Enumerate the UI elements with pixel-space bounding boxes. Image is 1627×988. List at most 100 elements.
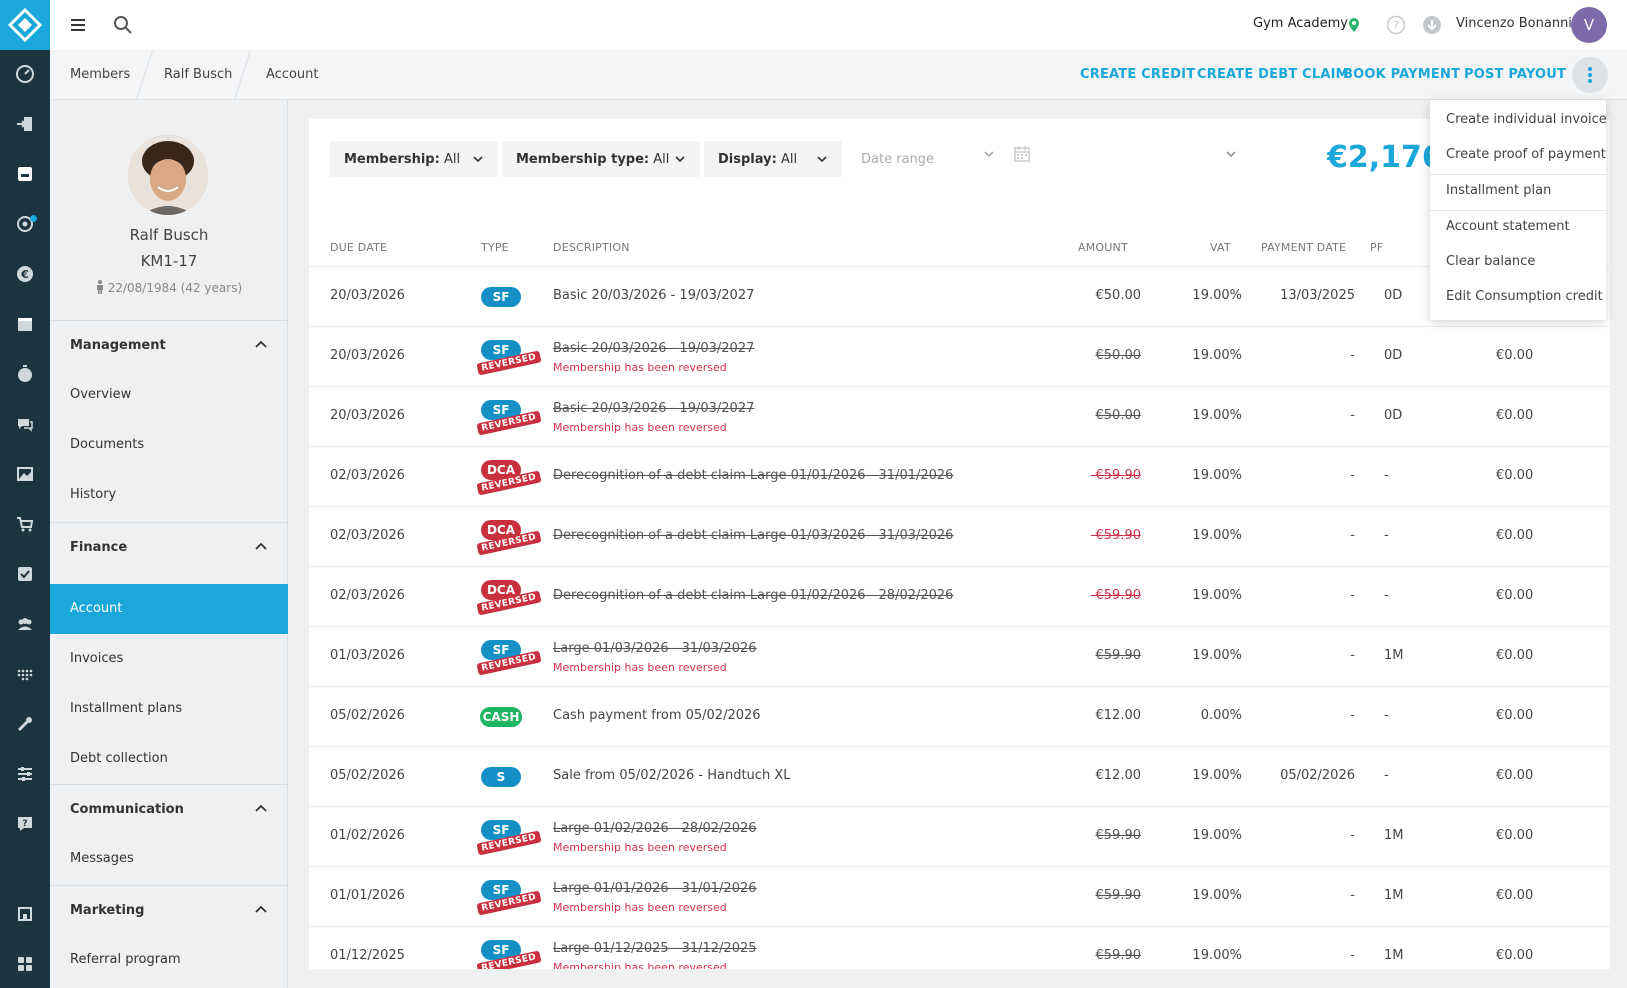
breadcrumb-member-name[interactable]: Ralf Busch bbox=[164, 67, 233, 82]
dots-grid-icon[interactable] bbox=[0, 659, 50, 689]
table-row[interactable]: 01/03/2026 SF REVERSED Large 01/03/2026 - 3… bbox=[309, 626, 1610, 686]
table-row[interactable]: 01/12/2025 SF REVERSED Large 01/12/2025 - 3… bbox=[309, 926, 1610, 969]
sidebar-item-documents[interactable]: Documents bbox=[50, 420, 288, 470]
create-credit-button[interactable]: CREATE CREDIT bbox=[1080, 67, 1196, 82]
pf-cell: - bbox=[1384, 588, 1389, 603]
menu-item-create-proof-of-payment[interactable]: Create proof of payment bbox=[1446, 147, 1606, 162]
store-icon[interactable] bbox=[0, 899, 50, 929]
column-header-payment-date[interactable]: PAYMENT DATE bbox=[1261, 241, 1347, 254]
checkin-icon[interactable] bbox=[0, 109, 50, 139]
user-name[interactable]: Vincenzo Bonanni bbox=[1456, 16, 1572, 31]
table-row[interactable]: 01/01/2026 SF REVERSED Large 01/01/2026 - 3… bbox=[309, 866, 1610, 926]
breadcrumb-members[interactable]: Members bbox=[70, 67, 131, 82]
due-date-cell: 02/03/2026 bbox=[330, 588, 405, 603]
svg-text:?: ? bbox=[22, 819, 27, 829]
chevron-down-icon[interactable] bbox=[1225, 148, 1237, 160]
chat-icon[interactable] bbox=[0, 409, 50, 439]
chevron-down-icon bbox=[675, 156, 685, 163]
section-management[interactable]: Management bbox=[50, 320, 288, 370]
column-header-description[interactable]: DESCRIPTION bbox=[553, 241, 630, 254]
member-id: KM1-17 bbox=[140, 252, 198, 270]
section-finance[interactable]: Finance bbox=[50, 522, 288, 572]
menu-item-installment-plan[interactable]: Installment plan bbox=[1446, 183, 1552, 198]
display-filter[interactable]: Display: All bbox=[704, 141, 842, 177]
settings-cog-icon[interactable] bbox=[0, 209, 50, 239]
help-chat-icon[interactable]: ? bbox=[0, 809, 50, 839]
section-label: Finance bbox=[70, 540, 128, 555]
tools-icon[interactable] bbox=[0, 709, 50, 739]
menu-item-edit-consumption-credit[interactable]: Edit Consumption credit bbox=[1446, 289, 1603, 304]
membership-filter[interactable]: Membership: All bbox=[330, 141, 498, 177]
book-payment-button[interactable]: BOOK PAYMENT bbox=[1343, 67, 1461, 82]
sidebar-item-installment-plans[interactable]: Installment plans bbox=[50, 684, 288, 734]
post-payout-button[interactable]: POST PAYOUT bbox=[1464, 67, 1567, 82]
cart-icon[interactable] bbox=[0, 509, 50, 539]
euro-icon[interactable]: € bbox=[0, 259, 50, 289]
gym-name[interactable]: Gym Academy bbox=[1253, 16, 1348, 31]
sidebar-item-overview[interactable]: Overview bbox=[50, 370, 288, 420]
calendar-icon[interactable] bbox=[0, 309, 50, 339]
search-icon[interactable] bbox=[111, 13, 135, 37]
calendar-icon[interactable] bbox=[1013, 145, 1031, 163]
membership-type-filter[interactable]: Membership type: All bbox=[502, 141, 700, 177]
column-header-pf[interactable]: PF bbox=[1370, 241, 1384, 254]
filter-label: Display: bbox=[718, 152, 777, 167]
breadcrumb-separator bbox=[233, 50, 252, 100]
breadcrumb-account: Account bbox=[266, 67, 319, 82]
section-label: Communication bbox=[70, 802, 184, 817]
column-header-due-date[interactable]: DUE DATE bbox=[330, 241, 388, 254]
apps-icon[interactable] bbox=[0, 949, 50, 979]
table-row[interactable]: 20/03/2026 SF REVERSED Basic 20/03/2026 - 1… bbox=[309, 386, 1610, 446]
pf-cell: 0D bbox=[1384, 288, 1403, 303]
table-row[interactable]: 20/03/2026 SF REVERSED Basic 20/03/2026 - 1… bbox=[309, 326, 1610, 386]
sidebar-item-messages[interactable]: Messages bbox=[50, 834, 288, 884]
sidebar-item-account[interactable]: Account bbox=[50, 584, 288, 634]
sidebar-item-history[interactable]: History bbox=[50, 470, 288, 520]
members-icon[interactable] bbox=[0, 159, 50, 189]
timer-icon[interactable] bbox=[0, 359, 50, 389]
table-row[interactable]: 05/02/2026 CASH Cash payment from 05/02/20… bbox=[309, 686, 1610, 746]
type-badge: S bbox=[481, 767, 521, 787]
column-header-vat[interactable]: VAT bbox=[1210, 241, 1231, 254]
group-icon[interactable] bbox=[0, 609, 50, 639]
app-logo[interactable] bbox=[0, 0, 50, 50]
payment-date-cell: 05/02/2026 bbox=[1280, 768, 1355, 783]
date-range-input[interactable]: Date range bbox=[861, 152, 935, 167]
sidebar-item-label: Invoices bbox=[70, 651, 124, 666]
table-row[interactable]: 02/03/2026 DCA REVERSED Derecognition of a … bbox=[309, 566, 1610, 626]
section-communication[interactable]: Communication bbox=[50, 784, 288, 834]
table-row[interactable]: 20/03/2026 SF Basic 20/03/2026 - 19/03/202… bbox=[309, 266, 1610, 326]
dashboard-icon[interactable] bbox=[0, 59, 50, 89]
download-icon[interactable] bbox=[1420, 13, 1444, 37]
tasks-icon[interactable] bbox=[0, 559, 50, 589]
sliders-icon[interactable] bbox=[0, 759, 50, 789]
menu-item-clear-balance[interactable]: Clear balance bbox=[1446, 254, 1536, 269]
filter-value: All bbox=[443, 152, 461, 167]
balance-cell: €0.00 bbox=[1496, 348, 1534, 363]
pf-cell: 1M bbox=[1384, 648, 1404, 663]
due-date-cell: 02/03/2026 bbox=[330, 528, 405, 543]
sidebar-item-referral-program[interactable]: Referral program bbox=[50, 935, 288, 985]
user-avatar[interactable]: V bbox=[1571, 7, 1607, 43]
table-row[interactable]: 02/03/2026 DCA REVERSED Derecognition of a … bbox=[309, 446, 1610, 506]
description-cell: Sale from 05/02/2026 - Handtuch XL bbox=[553, 768, 791, 783]
payment-date-cell: - bbox=[1350, 408, 1355, 423]
menu-item-account-statement[interactable]: Account statement bbox=[1446, 219, 1570, 234]
more-actions-button[interactable] bbox=[1572, 57, 1608, 93]
pf-cell: - bbox=[1384, 528, 1389, 543]
image-icon[interactable] bbox=[0, 459, 50, 489]
create-debt-claim-button[interactable]: CREATE DEBT CLAIM bbox=[1197, 67, 1349, 82]
chevron-down-icon[interactable] bbox=[983, 148, 995, 160]
table-row[interactable]: 01/02/2026 SF REVERSED Large 01/02/2026 - 2… bbox=[309, 806, 1610, 866]
column-header-type[interactable]: TYPE bbox=[481, 241, 509, 254]
hamburger-menu-icon[interactable] bbox=[66, 13, 90, 37]
table-row[interactable]: 05/02/2026 S Sale from 05/02/2026 - Handtu… bbox=[309, 746, 1610, 806]
table-row[interactable]: 02/03/2026 DCA REVERSED Derecognition of a … bbox=[309, 506, 1610, 566]
balance-cell: €0.00 bbox=[1496, 828, 1534, 843]
sidebar-item-invoices[interactable]: Invoices bbox=[50, 634, 288, 684]
section-marketing[interactable]: Marketing bbox=[50, 885, 288, 935]
column-header-amount[interactable]: AMOUNT bbox=[1078, 241, 1128, 254]
help-icon[interactable]: ? bbox=[1384, 13, 1408, 37]
sidebar-item-debt-collection[interactable]: Debt collection bbox=[50, 734, 288, 784]
menu-item-create-individual-invoice[interactable]: Create individual invoice bbox=[1446, 112, 1607, 127]
